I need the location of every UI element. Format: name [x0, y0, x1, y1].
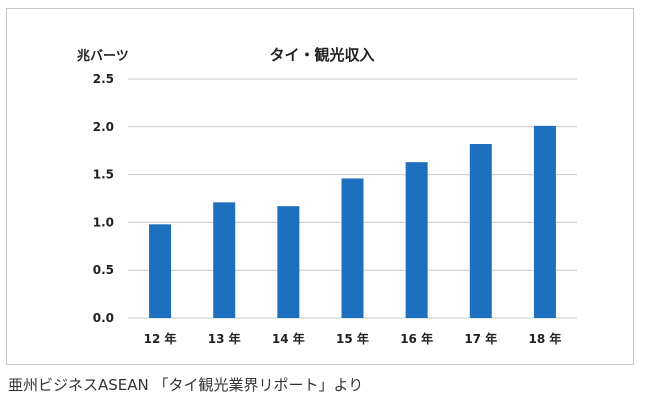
y-axis-unit-label: 兆バーツ [77, 48, 129, 64]
bar-16年 [405, 162, 428, 318]
x-tick-labels: 12 年 13 年 14 年 15 年 16 年 17 年 18 年 [144, 331, 562, 346]
bar-15年 [341, 178, 364, 318]
x-tick-label: 14 年 [272, 331, 305, 346]
x-tick-label: 18 年 [528, 331, 561, 346]
bar-12年 [149, 224, 172, 318]
bar-13年 [213, 202, 236, 318]
x-tick-label: 12 年 [144, 331, 177, 346]
x-tick-label: 17 年 [464, 331, 497, 346]
bar-14年 [277, 206, 300, 318]
x-tick-label: 13 年 [208, 331, 241, 346]
chart-title: タイ・観光収入 [269, 46, 374, 64]
y-tick-label: 2.0 [93, 120, 114, 134]
y-tick-label: 0.0 [93, 311, 114, 325]
y-tick-label: 1.0 [93, 215, 114, 229]
y-tick-label: 2.5 [93, 72, 114, 86]
x-tick-label: 15 年 [336, 331, 369, 346]
bar-18年 [533, 125, 556, 319]
y-tick-label: 0.5 [93, 263, 114, 277]
chart-frame: タイ・観光収入 兆バーツ 0.0 0.5 1.0 1.5 2.0 2.5 12 年 13 年… [6, 8, 634, 365]
y-tick-labels: 0.0 0.5 1.0 1.5 2.0 2.5 [93, 72, 114, 325]
x-tick-label: 16 年 [400, 331, 433, 346]
y-tick-label: 1.5 [93, 168, 114, 182]
bar-17年 [469, 144, 492, 318]
source-caption: 亜州ビジネスASEAN 「タイ観光業界リポート」より [8, 376, 364, 394]
bars [149, 125, 556, 319]
bar-chart: タイ・観光収入 兆バーツ 0.0 0.5 1.0 1.5 2.0 2.5 12 年 13 年… [77, 46, 577, 346]
